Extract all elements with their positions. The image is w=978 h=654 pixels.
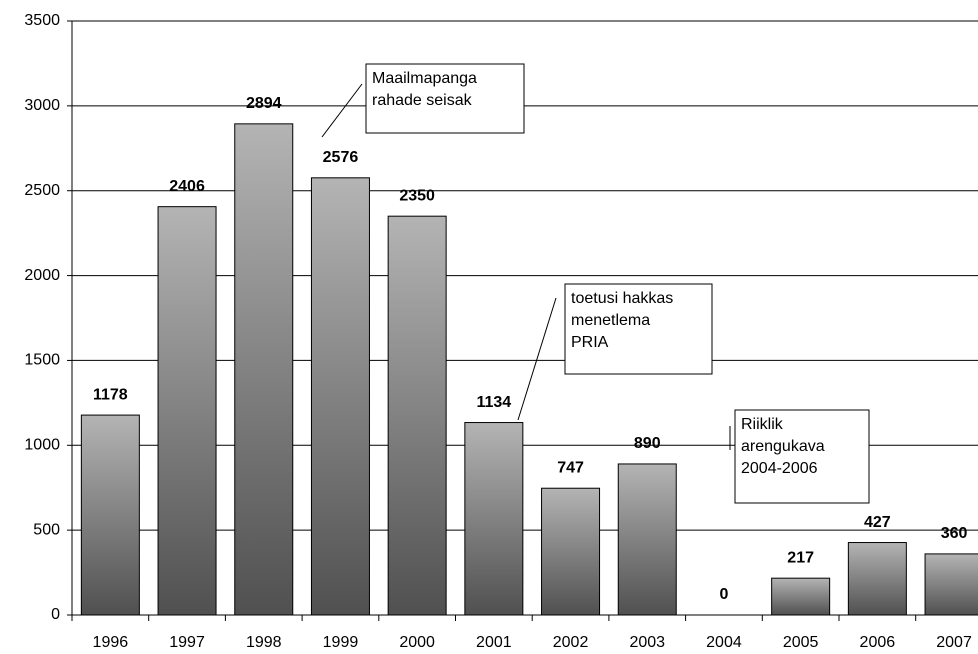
bar [234, 123, 294, 616]
x-tick-label: 2005 [783, 634, 819, 651]
x-tick-label: 2003 [629, 634, 665, 651]
y-tick-label: 3000 [24, 97, 60, 114]
bar [541, 487, 601, 616]
grid: 0 500 1000 1500 2000 2500 3000 3500 1996 1997 1998… [24, 12, 978, 651]
callout-box [365, 63, 525, 134]
annotation: Maailmapanga [372, 70, 477, 87]
value-label: 427 [864, 514, 891, 531]
bar [157, 206, 217, 616]
callout-box [564, 283, 713, 375]
bar [80, 414, 140, 616]
value-label: 360 [941, 525, 968, 542]
callout-line [321, 83, 363, 138]
bar [847, 542, 907, 616]
value-label: 890 [634, 435, 661, 452]
y-tick-label: 500 [33, 521, 60, 538]
x-tick-label: 2001 [476, 634, 512, 651]
annotation: toetusi hakkas [571, 290, 673, 307]
x-tick-label: 2007 [936, 634, 972, 651]
bar [387, 215, 447, 616]
x-tick-label: 1998 [246, 634, 282, 651]
x-tick-label: 2000 [399, 634, 435, 651]
y-tick-label: 2000 [24, 267, 60, 284]
callout-line [517, 297, 557, 421]
y-tick-label: 1000 [24, 437, 60, 454]
x-tick-label: 2002 [553, 634, 589, 651]
x-tick-label: 1996 [93, 634, 129, 651]
annotations: Maailmapanga rahade seisak toetusi hakkas m… [321, 63, 870, 504]
annotation: Riiklik [741, 416, 784, 433]
annotation: 2004-2006 [741, 460, 818, 477]
annotation: PRIA [571, 334, 609, 351]
value-label: 217 [787, 549, 814, 566]
x-tick-label: 1999 [323, 634, 359, 651]
x-tick-label: 2006 [860, 634, 896, 651]
value-label: 2406 [169, 178, 205, 195]
bar [464, 422, 524, 616]
value-label: 2894 [246, 95, 282, 112]
value-label: 2350 [399, 187, 435, 204]
annotation: arengukava [741, 438, 825, 455]
value-label: 0 [719, 586, 728, 603]
bars: 1178 2406 2894 2576 2350 1134 747 890 0 217 427 360 [80, 95, 978, 616]
x-tick-label: 1997 [169, 634, 205, 651]
y-tick-label: 3500 [24, 12, 60, 29]
x-tick-label: 2004 [706, 634, 742, 651]
value-label: 1178 [93, 386, 128, 403]
y-tick-label: 2500 [24, 182, 60, 199]
bar [924, 553, 978, 616]
value-label: 747 [557, 459, 584, 476]
bar [771, 577, 831, 616]
y-tick-label: 1500 [24, 352, 60, 369]
value-label: 2576 [323, 149, 359, 166]
bar [310, 177, 370, 616]
callout-box [734, 409, 870, 504]
y-tick-label: 0 [51, 606, 60, 623]
annotation: menetlema [571, 312, 650, 329]
bar [617, 463, 677, 616]
annotation: rahade seisak [372, 92, 473, 109]
value-label: 1134 [476, 394, 511, 411]
